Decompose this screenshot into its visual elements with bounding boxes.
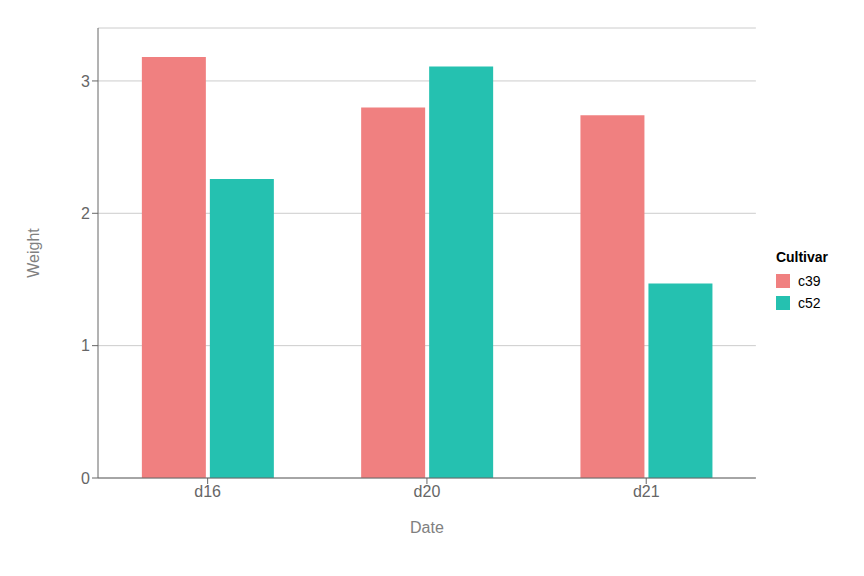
svg-text:Weight: Weight [25,228,42,278]
svg-text:3: 3 [81,73,90,90]
svg-text:0: 0 [81,470,90,487]
svg-text:d16: d16 [194,483,221,500]
svg-text:2: 2 [81,205,90,222]
svg-text:Date: Date [410,519,444,536]
html-text:Cultivar: Cultivar [775,249,828,265]
svg-text:d21: d21 [633,483,660,500]
html-text:c52: c52 [797,295,821,311]
svg-text:d20: d20 [414,483,441,500]
svg-text:1: 1 [81,337,90,354]
html-text:c39: c39 [797,273,821,289]
